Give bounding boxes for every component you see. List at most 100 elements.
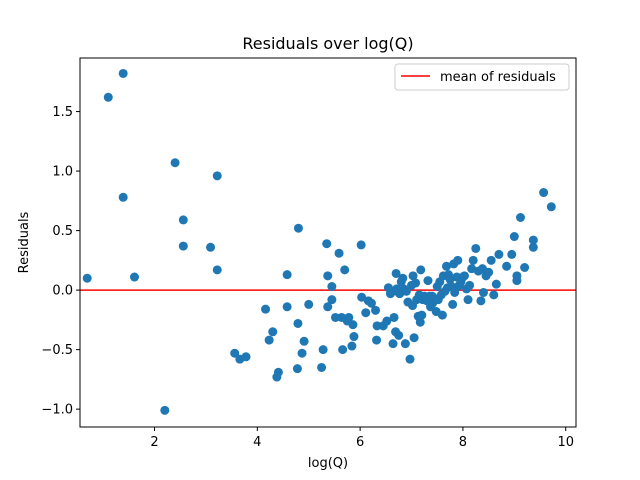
data-point [129, 272, 139, 282]
data-point [453, 255, 463, 265]
data-point [489, 290, 499, 300]
data-point [299, 336, 309, 346]
x-tick-label: 6 [356, 435, 364, 450]
data-point [338, 345, 348, 355]
data-point [361, 308, 371, 318]
data-point [357, 292, 367, 302]
plot-area [79, 57, 577, 428]
data-point [509, 232, 519, 242]
data-point [317, 362, 327, 372]
data-point [515, 213, 525, 223]
legend-label-mean: mean of residuals [440, 70, 556, 85]
data-point [441, 261, 451, 271]
data-point [293, 318, 303, 328]
data-point [415, 317, 425, 327]
data-point [347, 341, 357, 351]
chart-title: Residuals over log(Q) [242, 34, 413, 53]
y-axis-label: Residuals [17, 211, 32, 273]
data-point [241, 352, 251, 362]
data-point [520, 262, 530, 272]
data-point [170, 158, 180, 168]
data-point [178, 241, 188, 251]
data-point [372, 321, 382, 331]
data-point [382, 316, 392, 326]
y-tick-label: 1.5 [52, 105, 73, 120]
data-point [292, 364, 302, 374]
data-point [394, 330, 404, 340]
legend-box [394, 63, 570, 91]
data-point [334, 248, 344, 258]
data-point [344, 312, 354, 322]
data-point [348, 320, 358, 330]
data-point [323, 271, 333, 281]
data-point [118, 192, 128, 202]
data-point [293, 223, 303, 233]
x-axis-ticks: 2 4 6 8 10 [150, 427, 574, 450]
data-point [459, 271, 469, 281]
data-point [327, 282, 337, 292]
data-point [356, 240, 366, 250]
y-tick-label: 1.0 [52, 165, 73, 180]
x-tick-label: 8 [459, 435, 467, 450]
data-point [465, 280, 475, 290]
data-point [273, 367, 283, 377]
data-point [417, 310, 427, 320]
data-point [318, 345, 328, 355]
data-point [484, 267, 494, 277]
data-point [366, 298, 376, 308]
data-point [82, 273, 92, 283]
data-point [507, 249, 517, 259]
x-tick-label: 4 [253, 435, 261, 450]
data-point [349, 332, 359, 342]
data-point [206, 242, 216, 252]
data-point [528, 235, 538, 245]
x-tick-label: 10 [557, 435, 574, 450]
data-point [398, 273, 408, 283]
data-point [322, 239, 332, 249]
data-point [118, 68, 128, 78]
data-point [494, 249, 504, 259]
data-point [389, 312, 399, 322]
data-point [212, 171, 222, 181]
y-tick-label: −1.0 [41, 403, 73, 418]
y-tick-label: 0.5 [52, 224, 73, 239]
data-point [437, 310, 447, 320]
data-point [371, 305, 381, 315]
data-point [405, 354, 415, 364]
data-point [304, 299, 314, 309]
data-point [448, 299, 458, 309]
data-point [388, 339, 398, 349]
data-point [512, 271, 522, 281]
data-point [103, 92, 113, 102]
y-tick-label: −0.5 [41, 343, 73, 358]
data-point [391, 268, 401, 278]
scatter-points [82, 68, 556, 415]
data-point [297, 348, 307, 358]
plot-frame [79, 57, 577, 428]
data-point [468, 255, 478, 265]
data-point [160, 405, 170, 415]
data-point [528, 242, 538, 252]
x-tick-label: 2 [150, 435, 158, 450]
data-point [491, 279, 501, 289]
data-point [416, 265, 426, 275]
data-point [282, 270, 292, 280]
data-point [409, 333, 419, 343]
data-point [230, 348, 240, 358]
data-point [264, 335, 274, 345]
data-point [471, 243, 481, 253]
data-point [212, 265, 222, 275]
data-point [411, 278, 421, 288]
data-point [372, 335, 382, 345]
data-point [400, 339, 410, 349]
data-point [178, 215, 188, 225]
data-point [408, 271, 418, 281]
data-point [539, 188, 549, 198]
data-point [282, 302, 292, 312]
data-point [478, 287, 488, 297]
y-tick-label: 0.0 [52, 284, 73, 299]
data-point [463, 295, 473, 305]
data-point [261, 304, 271, 314]
x-axis-label: log(Q) [308, 456, 348, 471]
